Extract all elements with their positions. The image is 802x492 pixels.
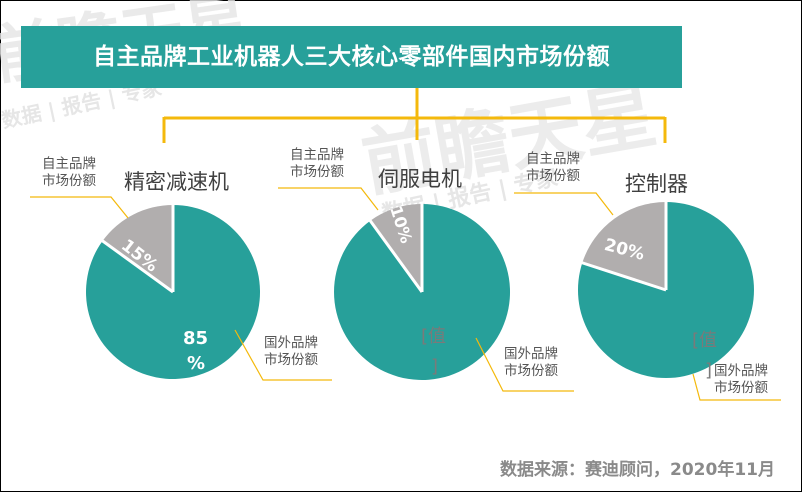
pie-title-servo-motor: 伺服电机 <box>378 167 462 191</box>
pie-title-precision-reducer: 精密减速机 <box>124 170 229 194</box>
slice-domestic-2 <box>370 204 422 292</box>
label-line: 市场份额 <box>504 363 558 379</box>
chart-title: 自主品牌工业机器人三大核心零部件国内市场份额 <box>93 44 610 70</box>
leader-lines <box>30 187 781 401</box>
value-placeholder-2-close: ] <box>431 356 439 377</box>
label-line: 自主品牌 <box>42 156 96 172</box>
label-line: 自主品牌 <box>290 147 344 163</box>
label-foreign-2: 国外品牌 市场份额 <box>504 346 558 380</box>
slice-domestic-3 <box>582 201 666 290</box>
label-line: 市场份额 <box>42 173 96 189</box>
pie-controller <box>577 201 754 378</box>
pie-title-controller: 控制器 <box>625 172 688 196</box>
slice-domestic-1 <box>102 205 173 292</box>
label-line: 市场份额 <box>714 380 768 396</box>
bracket-connector <box>162 88 667 143</box>
label-foreign-3: 国外品牌 市场份额 <box>714 363 768 397</box>
label-line: 国外品牌 <box>264 335 318 351</box>
pct-foreign-1-num: 85 <box>183 328 209 349</box>
label-line: 国外品牌 <box>504 346 558 362</box>
pie-servo-motor <box>334 203 511 381</box>
label-line: 市场份额 <box>526 168 580 184</box>
value-placeholder-2-open: [值 <box>421 326 447 347</box>
value-placeholder-3-close: ] <box>705 360 713 381</box>
title-banner <box>21 26 682 88</box>
label-domestic-3: 自主品牌 市场份额 <box>526 151 580 185</box>
pie-precision-reducer <box>86 204 261 379</box>
label-line: 自主品牌 <box>526 151 580 167</box>
label-domestic-1: 自主品牌 市场份额 <box>42 156 96 190</box>
value-placeholder-3-open: [值 <box>692 330 718 351</box>
label-line: 市场份额 <box>290 164 344 180</box>
label-line: 国外品牌 <box>714 363 768 379</box>
label-domestic-2: 自主品牌 市场份额 <box>290 147 344 181</box>
data-source: 数据来源：赛迪顾问，2020年11月 <box>500 460 775 480</box>
pct-foreign-1-sign: % <box>187 353 206 374</box>
label-foreign-1: 国外品牌 市场份额 <box>264 335 318 369</box>
label-line: 市场份额 <box>264 352 318 368</box>
